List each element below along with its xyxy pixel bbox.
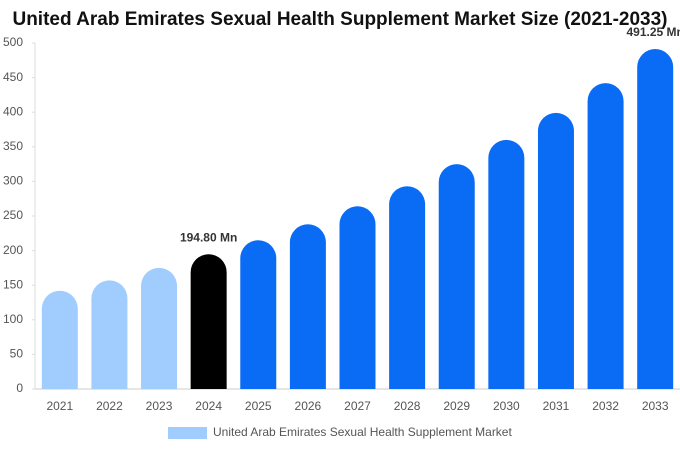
x-tick-label: 2025 — [245, 399, 272, 413]
x-tick-label: 2026 — [295, 399, 322, 413]
x-tick-label: 2023 — [146, 399, 173, 413]
legend-swatch — [168, 427, 207, 439]
y-tick-label: 450 — [3, 70, 23, 84]
bar — [537, 112, 574, 389]
bar — [587, 83, 624, 390]
bar — [438, 164, 475, 389]
y-tick-label: 100 — [3, 312, 23, 326]
y-tick-label: 150 — [3, 277, 23, 291]
legend-label: United Arab Emirates Sexual Health Suppl… — [213, 425, 512, 439]
y-tick-label: 0 — [16, 381, 23, 395]
x-tick-label: 2024 — [195, 399, 222, 413]
bar — [339, 206, 376, 389]
bar — [240, 240, 277, 389]
y-tick-label: 50 — [10, 347, 24, 361]
x-tick-label: 2030 — [493, 399, 520, 413]
y-tick-label: 300 — [3, 174, 23, 188]
x-tick-label: 2028 — [394, 399, 421, 413]
bar — [488, 139, 525, 389]
value-label: 194.80 Mn — [180, 230, 237, 244]
bar — [190, 254, 227, 389]
x-tick-label: 2029 — [443, 399, 470, 413]
y-tick-label: 400 — [3, 104, 23, 118]
bar — [389, 186, 426, 389]
bar — [41, 290, 78, 389]
x-tick-label: 2031 — [543, 399, 570, 413]
bar — [141, 267, 178, 389]
bar — [91, 280, 128, 389]
y-tick-label: 500 — [3, 35, 23, 49]
chart-title: United Arab Emirates Sexual Health Suppl… — [12, 9, 667, 30]
x-tick-label: 2022 — [96, 399, 123, 413]
x-tick-label: 2033 — [642, 399, 669, 413]
x-tick-label: 2027 — [344, 399, 371, 413]
x-tick-label: 2032 — [592, 399, 619, 413]
bar — [289, 224, 326, 389]
x-tick-label: 2021 — [46, 399, 73, 413]
y-tick-label: 250 — [3, 208, 23, 222]
value-label: 491.25 Mn — [627, 25, 680, 39]
y-tick-label: 200 — [3, 243, 23, 257]
y-tick-label: 350 — [3, 139, 23, 153]
bar — [637, 49, 674, 390]
